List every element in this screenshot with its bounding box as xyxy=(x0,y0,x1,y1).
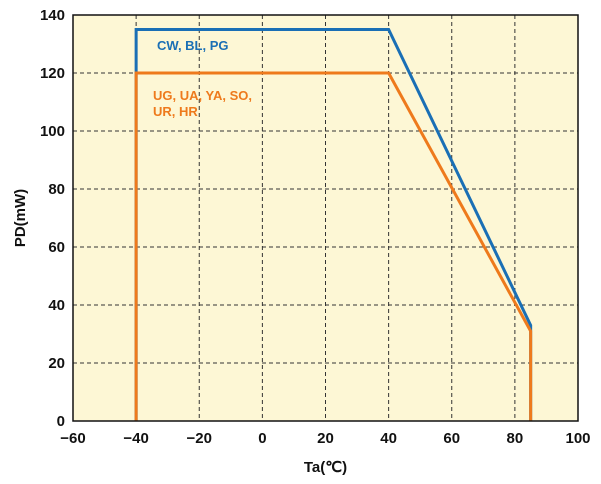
series-label-cw-bl-pg: CW, BL, PG xyxy=(157,38,229,53)
series-layer xyxy=(134,28,533,421)
x-tick-label: 20 xyxy=(317,430,334,447)
x-tick-label: 100 xyxy=(565,430,590,447)
x-tick-label: 40 xyxy=(380,430,397,447)
x-tick-label: −60 xyxy=(60,430,85,447)
y-tick-label: 20 xyxy=(48,355,65,372)
x-tick-label: 60 xyxy=(443,430,460,447)
x-tick-label: −40 xyxy=(123,430,148,447)
series-line-1 xyxy=(134,71,533,421)
x-tick-label: 80 xyxy=(507,430,524,447)
plot-frame xyxy=(72,14,579,422)
y-tick-label: 60 xyxy=(48,239,65,256)
y-tick-label: 100 xyxy=(40,123,65,140)
y-axis-title: PD(mW) xyxy=(12,189,29,247)
x-tick-label: −20 xyxy=(187,430,212,447)
y-tick-labels: 0 20 40 60 80 100 120 140 xyxy=(40,7,65,430)
y-tick-label: 40 xyxy=(48,297,65,314)
x-axis-title: Ta(℃) xyxy=(304,459,347,476)
y-tick-label: 0 xyxy=(57,413,65,430)
series-label-line-2: UR, HR xyxy=(153,104,198,119)
y-tick-label: 120 xyxy=(40,65,65,82)
series-label-line-1: UG, UA, YA, SO, xyxy=(153,88,252,103)
x-tick-labels: −60 −40 −20 0 20 40 60 80 100 xyxy=(60,430,590,447)
series-label-ug-ua-ya-so-ur-hr: UG, UA, YA, SO, UR, HR xyxy=(153,88,256,119)
y-tick-label: 140 xyxy=(40,7,65,24)
x-tick-label: 0 xyxy=(258,430,266,447)
y-tick-label: 80 xyxy=(48,181,65,198)
